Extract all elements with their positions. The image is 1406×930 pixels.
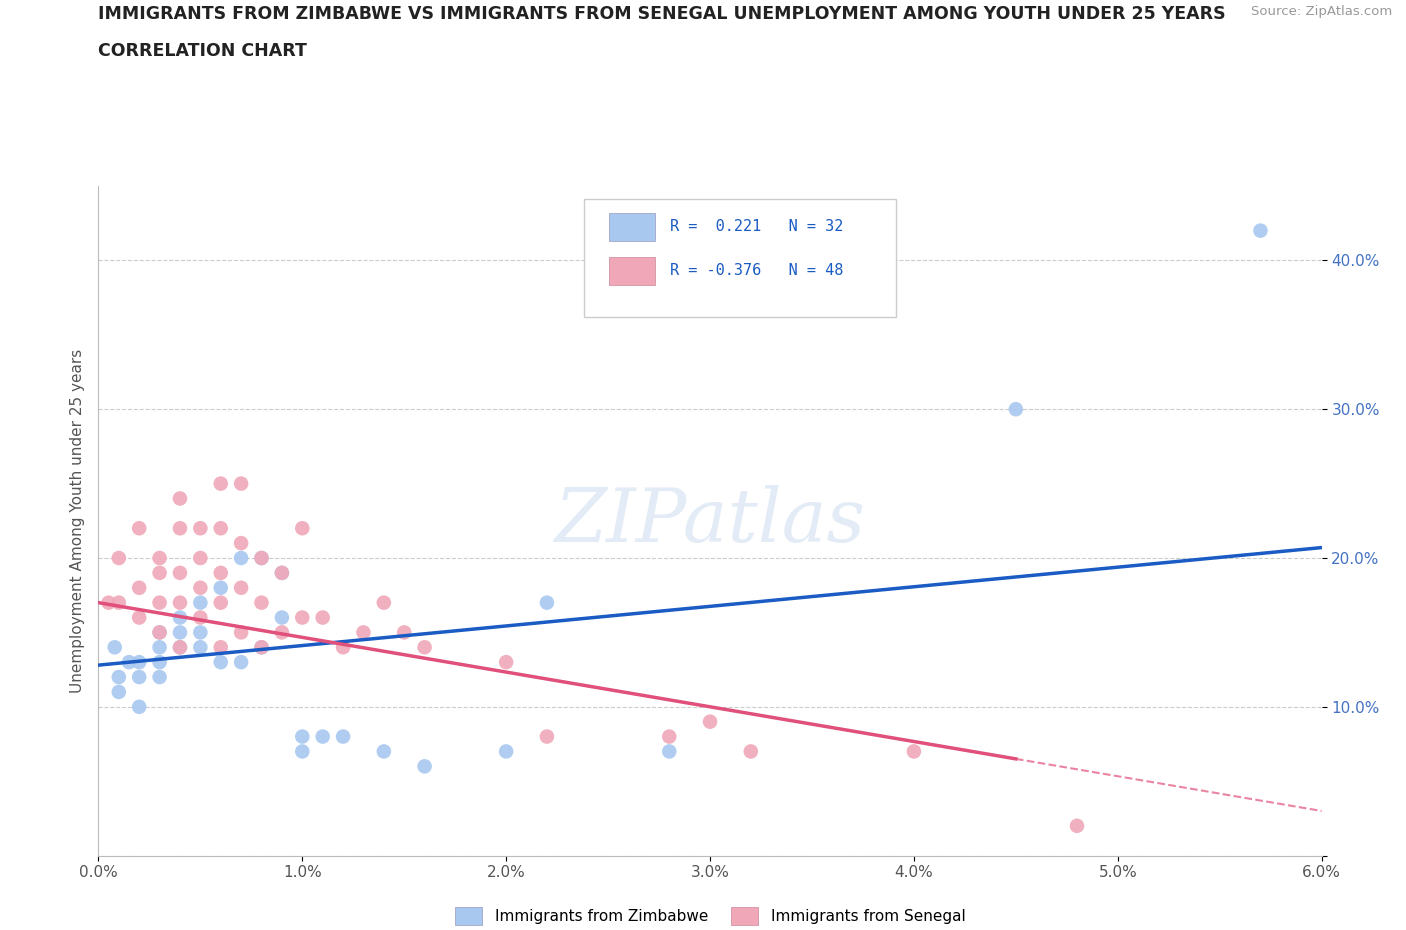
Point <box>149 640 172 655</box>
Point <box>270 610 292 625</box>
FancyBboxPatch shape <box>583 199 896 316</box>
Point <box>118 655 141 670</box>
Point <box>128 699 150 714</box>
Text: CORRELATION CHART: CORRELATION CHART <box>98 42 308 60</box>
Point <box>188 610 212 625</box>
Point <box>149 655 172 670</box>
Y-axis label: Unemployment Among Youth under 25 years: Unemployment Among Youth under 25 years <box>69 349 84 693</box>
Point <box>169 625 191 640</box>
Point <box>149 670 172 684</box>
Point <box>188 640 212 655</box>
Point <box>373 744 395 759</box>
Point <box>149 595 172 610</box>
Point <box>128 655 150 670</box>
Point <box>104 640 127 655</box>
Point <box>495 655 517 670</box>
Text: ZIPatlas: ZIPatlas <box>554 485 866 557</box>
Point <box>169 610 191 625</box>
Point <box>270 625 292 640</box>
Point <box>291 521 314 536</box>
Point <box>740 744 762 759</box>
Point <box>352 625 374 640</box>
Point <box>209 521 232 536</box>
Point <box>250 595 273 610</box>
Point <box>1249 223 1271 238</box>
Point <box>108 595 131 610</box>
Point <box>658 729 681 744</box>
Text: R = -0.376   N = 48: R = -0.376 N = 48 <box>669 263 844 278</box>
Point <box>250 551 273 565</box>
Point <box>231 536 253 551</box>
Point <box>270 565 292 580</box>
Bar <box>609 213 655 241</box>
Point <box>169 595 191 610</box>
Point <box>332 640 354 655</box>
Text: IMMIGRANTS FROM ZIMBABWE VS IMMIGRANTS FROM SENEGAL UNEMPLOYMENT AMONG YOUTH UND: IMMIGRANTS FROM ZIMBABWE VS IMMIGRANTS F… <box>98 5 1226 22</box>
Bar <box>609 257 655 286</box>
Point <box>332 729 354 744</box>
Point <box>209 476 232 491</box>
Point <box>231 580 253 595</box>
Point <box>536 729 558 744</box>
Point <box>209 655 232 670</box>
Point <box>536 595 558 610</box>
Point <box>231 476 253 491</box>
Point <box>128 610 150 625</box>
Point <box>149 625 172 640</box>
Point <box>291 744 314 759</box>
Point <box>169 491 191 506</box>
Point <box>1066 818 1088 833</box>
Point <box>209 565 232 580</box>
Point <box>699 714 721 729</box>
Point <box>231 655 253 670</box>
Point <box>108 551 131 565</box>
Point <box>209 640 232 655</box>
Point <box>311 610 335 625</box>
Point <box>149 551 172 565</box>
Point <box>250 551 273 565</box>
Point <box>188 580 212 595</box>
Point <box>495 744 517 759</box>
Point <box>209 580 232 595</box>
Point <box>250 640 273 655</box>
Text: Source: ZipAtlas.com: Source: ZipAtlas.com <box>1251 5 1392 18</box>
Point <box>250 640 273 655</box>
Point <box>413 759 436 774</box>
Point <box>209 595 232 610</box>
Point <box>373 595 395 610</box>
Point <box>128 521 150 536</box>
Point <box>108 670 131 684</box>
Point <box>1004 402 1026 417</box>
Point <box>311 729 335 744</box>
Legend: Immigrants from Zimbabwe, Immigrants from Senegal: Immigrants from Zimbabwe, Immigrants fro… <box>454 908 966 925</box>
Point <box>270 565 292 580</box>
Point <box>108 684 131 699</box>
Point <box>128 580 150 595</box>
Point <box>658 744 681 759</box>
Point <box>188 521 212 536</box>
Point <box>128 670 150 684</box>
Point <box>97 595 120 610</box>
Point <box>169 640 191 655</box>
Point <box>903 744 925 759</box>
Point <box>188 625 212 640</box>
Text: R =  0.221   N = 32: R = 0.221 N = 32 <box>669 219 844 233</box>
Point <box>169 565 191 580</box>
Point <box>169 521 191 536</box>
Point <box>413 640 436 655</box>
Point <box>188 595 212 610</box>
Point <box>291 729 314 744</box>
Point <box>291 610 314 625</box>
Point <box>231 551 253 565</box>
Point <box>188 551 212 565</box>
Point <box>169 640 191 655</box>
Point <box>149 625 172 640</box>
Point <box>392 625 416 640</box>
Point <box>231 625 253 640</box>
Point <box>149 565 172 580</box>
